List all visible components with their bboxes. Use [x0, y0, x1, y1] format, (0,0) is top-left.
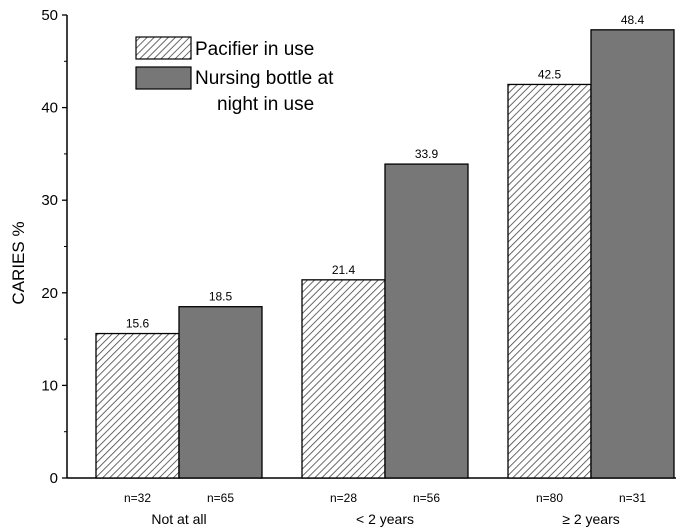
bar-value-label: 48.4	[621, 13, 645, 27]
bar-pacifier	[507, 83, 592, 479]
bar-value-label: 18.5	[209, 290, 233, 304]
bar-value-label: 15.6	[126, 317, 150, 331]
y-tick-label: 20	[41, 285, 58, 302]
x-category-label: ≥ 2 years	[562, 511, 619, 527]
bar-pacifier	[95, 332, 180, 479]
y-tick-label: 50	[41, 7, 58, 24]
bars	[95, 29, 675, 479]
bar-n-label: n=56	[413, 491, 440, 505]
bar-value-label: 33.9	[415, 147, 439, 161]
bar-n-label: n=28	[330, 491, 357, 505]
y-tick-label: 30	[41, 192, 58, 209]
legend-label-nursing-bottle-line1: Nursing bottle at	[195, 68, 334, 89]
y-tick-label: 40	[41, 100, 58, 117]
y-ticks: 0 10 20 30 40 50	[41, 7, 67, 487]
bar-n-label: n=31	[619, 491, 646, 505]
bar-pacifier	[301, 279, 386, 479]
bar-n-label: n=80	[536, 491, 563, 505]
y-tick-label: 10	[41, 377, 58, 394]
bar-value-label: 21.4	[332, 263, 356, 277]
legend-swatch-pacifier	[135, 36, 192, 60]
y-tick-label: 0	[50, 470, 58, 487]
bar-nursing-bottle	[590, 29, 675, 479]
legend-swatch-nursing-bottle	[135, 66, 192, 90]
y-axis-title: CARIES %	[9, 221, 28, 304]
bar-n-label: n=32	[124, 491, 151, 505]
bar-value-label: 42.5	[538, 67, 562, 81]
x-category-label: < 2 years	[356, 511, 414, 527]
bar-nursing-bottle	[178, 306, 263, 479]
legend-label-pacifier: Pacifier in use	[195, 39, 314, 60]
x-category-label: Not at all	[151, 511, 206, 527]
bar-n-label: n=65	[207, 491, 234, 505]
legend-label-nursing-bottle-line2: night in use	[217, 94, 314, 115]
bar-nursing-bottle	[384, 163, 469, 479]
legend: Pacifier in use Nursing bottle at night …	[135, 36, 334, 115]
